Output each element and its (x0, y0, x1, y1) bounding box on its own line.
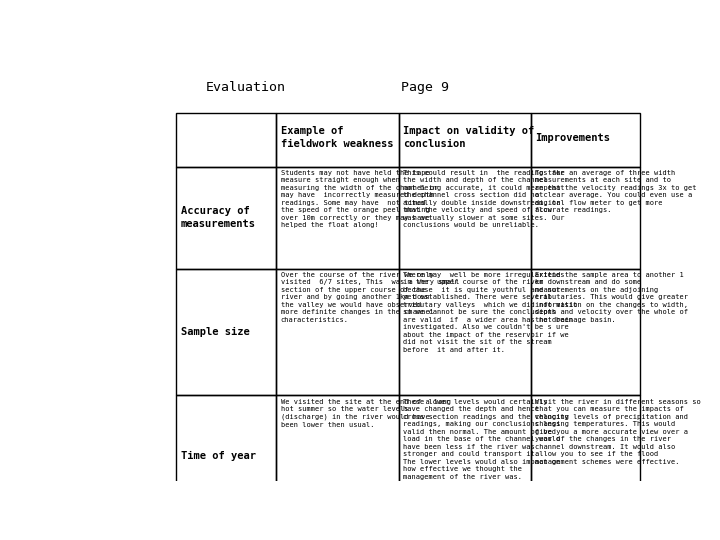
Text: Evaluation: Evaluation (206, 80, 287, 93)
Text: Visit the river in different seasons so
that you can measure the impacts of
chan: Visit the river in different seasons so … (535, 399, 701, 465)
Text: These lower levels would certainly
have changed the depth and hence
cross sectio: These lower levels would certainly have … (403, 399, 569, 480)
Text: Example of
fieldwork weakness: Example of fieldwork weakness (281, 126, 393, 149)
Text: Time of year: Time of year (181, 451, 256, 461)
Text: Sample size: Sample size (181, 327, 250, 337)
Text: Accuracy of
measurements: Accuracy of measurements (181, 206, 256, 229)
Text: To take an average of three width
measurements at each site and to
repeat the ve: To take an average of three width measur… (535, 170, 697, 213)
Text: Over the course of the river we only
visited  6/7 sites, This  was a very small
: Over the course of the river we only vis… (281, 272, 459, 323)
Text: Extend the sample area to another 1
km downstream and do some
measurements on th: Extend the sample area to another 1 km d… (535, 272, 688, 323)
Text: This could result in  the readings for
the width and depth of the channel
not be: This could result in the readings for th… (403, 170, 564, 228)
Text: Students may not have held the tape
measure straight enough when
measuring the w: Students may not have held the tape meas… (281, 170, 438, 228)
Text: We visited the site at the end of a long
hot summer so the water levels
(dischar: We visited the site at the end of a long… (281, 399, 451, 428)
Text: Improvements: Improvements (535, 132, 611, 143)
Text: Impact on validity of
conclusion: Impact on validity of conclusion (403, 126, 534, 149)
Text: There may  well be more irregularities
in the  upper course of the river
because: There may well be more irregularities in… (403, 272, 577, 353)
Text: Page 9: Page 9 (401, 80, 449, 93)
